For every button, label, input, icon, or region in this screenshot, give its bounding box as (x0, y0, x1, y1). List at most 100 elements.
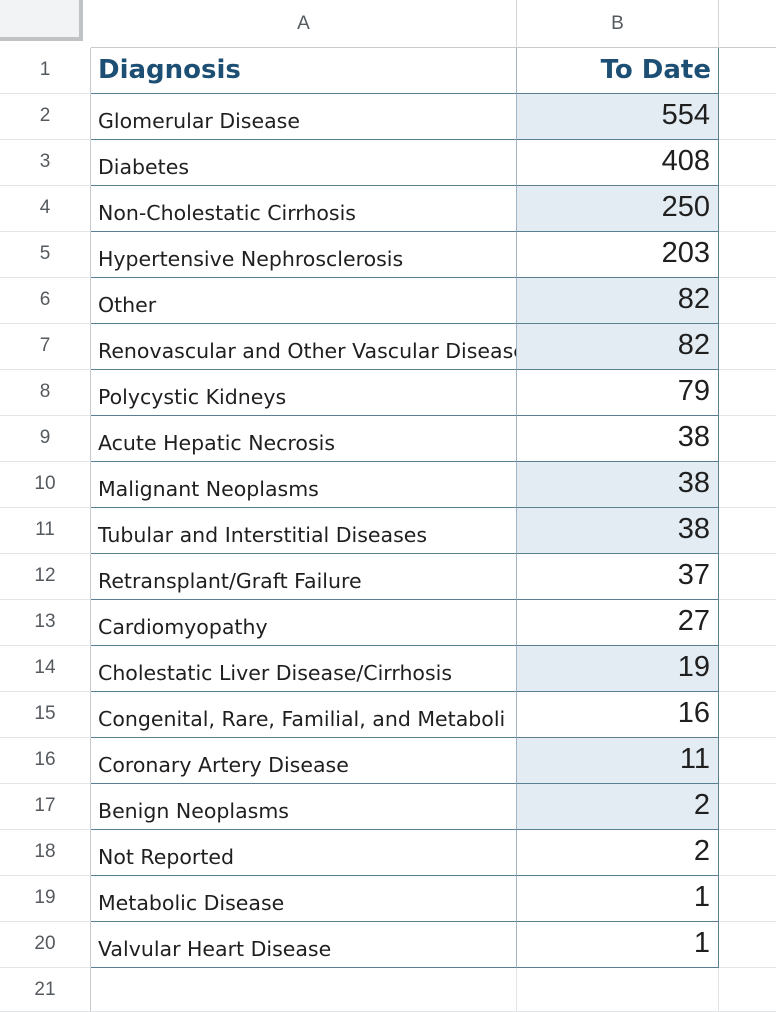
diagnosis-cell[interactable]: Cardiomyopathy (91, 600, 517, 646)
diagnosis-cell[interactable]: Glomerular Disease (91, 94, 517, 140)
diagnosis-cell[interactable]: Renovascular and Other Vascular Disease (91, 324, 517, 370)
row-header[interactable]: 15 (0, 692, 91, 738)
row-header[interactable]: 21 (0, 968, 91, 1012)
cell-c[interactable] (719, 830, 776, 876)
row-header[interactable]: 4 (0, 186, 91, 232)
row-header[interactable]: 14 (0, 646, 91, 692)
row-number: 19 (34, 887, 56, 908)
to-date-cell[interactable]: 38 (517, 416, 719, 462)
to-date-cell[interactable]: 1 (517, 922, 719, 968)
cell-c[interactable] (719, 738, 776, 784)
to-date-cell[interactable]: 82 (517, 278, 719, 324)
cell-c[interactable] (719, 186, 776, 232)
column-header-c[interactable] (719, 0, 776, 48)
cell-c[interactable] (719, 876, 776, 922)
row-header[interactable]: 9 (0, 416, 91, 462)
to-date-cell[interactable]: 2 (517, 784, 719, 830)
diagnosis-cell[interactable]: Hypertensive Nephrosclerosis (91, 232, 517, 278)
to-date-cell[interactable]: 38 (517, 462, 719, 508)
to-date-cell[interactable]: 16 (517, 692, 719, 738)
cell-c[interactable] (719, 416, 776, 462)
select-all-corner[interactable] (0, 0, 83, 41)
to-date-cell[interactable]: 1 (517, 876, 719, 922)
to-date-cell[interactable]: 82 (517, 324, 719, 370)
row-header[interactable]: 3 (0, 140, 91, 186)
to-date-header-text: To Date (600, 55, 711, 85)
diagnosis-cell[interactable]: Acute Hepatic Necrosis (91, 416, 517, 462)
cell-c[interactable] (719, 370, 776, 416)
empty-cell-a[interactable] (91, 968, 517, 1012)
to-date-cell[interactable]: 2 (517, 830, 719, 876)
diagnosis-cell[interactable]: Malignant Neoplasms (91, 462, 517, 508)
cell-c[interactable] (719, 784, 776, 830)
cell-c[interactable] (719, 692, 776, 738)
cell-c[interactable] (719, 278, 776, 324)
cell-c[interactable] (719, 922, 776, 968)
diagnosis-cell[interactable]: Retransplant/Graft Failure (91, 554, 517, 600)
cell-c[interactable] (719, 554, 776, 600)
cell-c[interactable] (719, 324, 776, 370)
row-header[interactable]: 10 (0, 462, 91, 508)
row-header[interactable]: 1 (0, 48, 91, 94)
row-header[interactable]: 12 (0, 554, 91, 600)
diagnosis-cell[interactable]: Benign Neoplasms (91, 784, 517, 830)
row-number: 4 (39, 197, 51, 218)
diagnosis-cell[interactable]: Cholestatic Liver Disease/Cirrhosis (91, 646, 517, 692)
diagnosis-text: Retransplant/Graft Failure (98, 569, 362, 593)
row-header[interactable]: 5 (0, 232, 91, 278)
row-header[interactable]: 19 (0, 876, 91, 922)
cell-c[interactable] (719, 646, 776, 692)
row-header[interactable]: 2 (0, 94, 91, 140)
column-header-b[interactable]: B (517, 0, 719, 48)
to-date-value: 16 (677, 697, 710, 729)
diagnosis-cell[interactable]: Non-Cholestatic Cirrhosis (91, 186, 517, 232)
diagnosis-header-text: Diagnosis (98, 55, 241, 85)
to-date-value: 2 (693, 789, 710, 821)
cell-c[interactable] (719, 140, 776, 186)
row-number: 20 (34, 933, 56, 954)
diagnosis-cell[interactable]: Coronary Artery Disease (91, 738, 517, 784)
diagnosis-cell[interactable]: Diabetes (91, 140, 517, 186)
diagnosis-cell[interactable]: Valvular Heart Disease (91, 922, 517, 968)
cell-c[interactable] (719, 462, 776, 508)
row-header[interactable]: 13 (0, 600, 91, 646)
row-header[interactable]: 17 (0, 784, 91, 830)
diagnosis-text: Valvular Heart Disease (98, 937, 332, 961)
row-header[interactable]: 11 (0, 508, 91, 554)
diagnosis-cell[interactable]: Metabolic Disease (91, 876, 517, 922)
cell-c[interactable] (719, 968, 776, 1012)
diagnosis-cell[interactable]: Not Reported (91, 830, 517, 876)
to-date-cell[interactable]: 79 (517, 370, 719, 416)
cell-c[interactable] (719, 94, 776, 140)
to-date-cell[interactable]: 203 (517, 232, 719, 278)
diagnosis-cell[interactable]: Other (91, 278, 517, 324)
row-header[interactable]: 16 (0, 738, 91, 784)
to-date-value: 38 (677, 421, 710, 453)
to-date-cell[interactable]: 27 (517, 600, 719, 646)
column-header-a[interactable]: A (91, 0, 517, 48)
row-header[interactable]: 20 (0, 922, 91, 968)
to-date-cell[interactable]: 37 (517, 554, 719, 600)
row-header[interactable]: 7 (0, 324, 91, 370)
corner-gap (83, 0, 91, 46)
cell-c[interactable] (719, 232, 776, 278)
diagnosis-text: Coronary Artery Disease (98, 753, 349, 777)
to-date-cell[interactable]: 250 (517, 186, 719, 232)
to-date-cell[interactable]: 38 (517, 508, 719, 554)
to-date-cell[interactable]: 19 (517, 646, 719, 692)
row-header[interactable]: 6 (0, 278, 91, 324)
to-date-cell[interactable]: 554 (517, 94, 719, 140)
row-header[interactable]: 18 (0, 830, 91, 876)
cell-c[interactable] (719, 600, 776, 646)
to-date-cell[interactable]: 408 (517, 140, 719, 186)
header-cell-diagnosis[interactable]: Diagnosis (91, 48, 517, 94)
empty-cell-b[interactable] (517, 968, 719, 1012)
row-header[interactable]: 8 (0, 370, 91, 416)
to-date-cell[interactable]: 11 (517, 738, 719, 784)
diagnosis-cell[interactable]: Congenital, Rare, Familial, and Metaboli (91, 692, 517, 738)
diagnosis-cell[interactable]: Tubular and Interstitial Diseases (91, 508, 517, 554)
cell-c[interactable] (719, 48, 776, 94)
cell-c[interactable] (719, 508, 776, 554)
diagnosis-cell[interactable]: Polycystic Kidneys (91, 370, 517, 416)
header-cell-to-date[interactable]: To Date (517, 48, 719, 94)
